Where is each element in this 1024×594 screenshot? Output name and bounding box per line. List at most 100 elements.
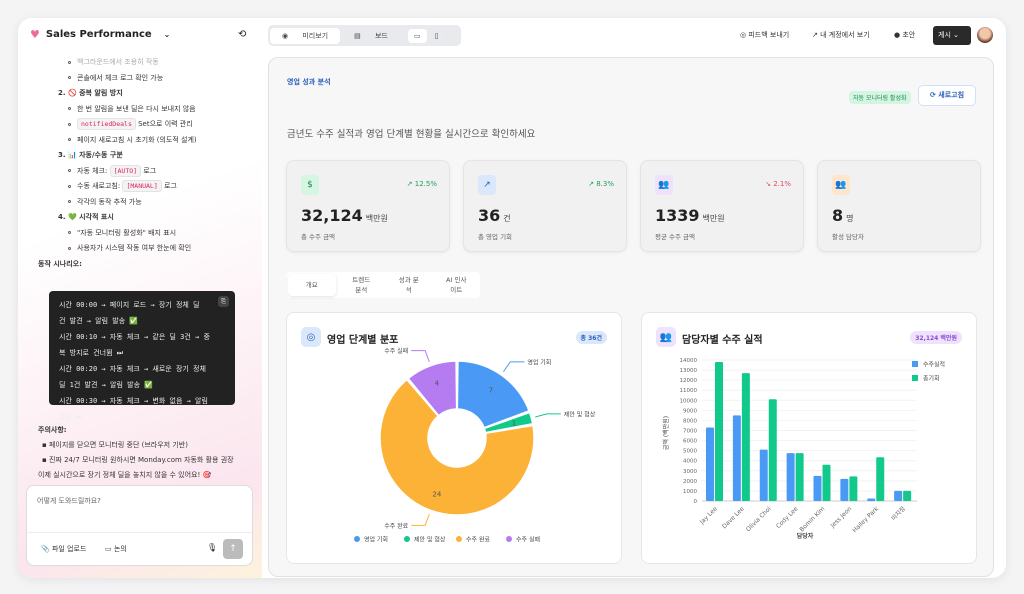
send-button[interactable]: ↑	[223, 539, 243, 559]
list-item: 수동 새로고침: [MANUAL] 로그	[68, 180, 177, 192]
legend-label: 수주실적	[923, 361, 945, 369]
code-line: 시간 00:30 → 자동 체크 → 변화 없음 → 알림	[59, 397, 208, 405]
bar-won	[786, 453, 795, 501]
message-icon: ▭	[105, 545, 112, 553]
arrow-up-icon: ↑	[229, 544, 237, 554]
bar-won	[894, 490, 903, 501]
list-item: 페이지 새로고침 시 초기화 (의도적 설계)	[68, 135, 197, 145]
y-axis-label: 금액 (백만원)	[662, 416, 670, 450]
leader-line	[503, 361, 525, 372]
preview-panel: ◉ 미리보기 ▤ 보드 ‹› 코드 ▭ ▯ ◎ 피드백 보내기 ↗ 내 계정에서…	[262, 18, 1006, 578]
dollar-icon: $	[301, 175, 319, 195]
leader-line	[411, 513, 430, 526]
inline-code: [MANUAL]	[122, 180, 162, 192]
tab-board[interactable]: ▤ 보드	[342, 28, 400, 44]
publish-button[interactable]: 게시 ⌄	[933, 26, 971, 45]
y-tick-label: 11000	[680, 388, 698, 394]
microphone-icon[interactable]: 🎙	[207, 543, 218, 552]
bar-total	[849, 476, 858, 501]
users-icon: 👥	[832, 175, 850, 195]
legend-marker	[506, 536, 512, 542]
list-heading: 2. 🚫 중복 알림 방지	[58, 89, 123, 97]
code-line: 시간 00:10 → 자동 체크 → 같은 딜 3건 → 중	[59, 333, 210, 341]
monitoring-badge: 자동 모니터링 활성화	[849, 91, 911, 104]
users-icon: 👥	[656, 327, 676, 347]
bar-won	[759, 449, 768, 501]
note-item: ▪ 페이지를 닫으면 모니터링 중단 (브라우저 기반)	[42, 441, 188, 449]
app-header[interactable]: ♥ Sales Performance ⌄	[30, 28, 170, 41]
slice-value: 4	[435, 380, 440, 388]
external-link-icon: ↗	[812, 31, 818, 39]
slice-value: 7	[489, 387, 493, 395]
tab-1[interactable]: 트렌드 분석	[352, 276, 371, 294]
x-tick-label: Hailey Park	[851, 505, 880, 534]
y-tick-label: 0	[694, 499, 698, 505]
kpi-label: 총 영업 기회	[478, 233, 513, 241]
y-tick-label: 2000	[683, 479, 697, 485]
section-title: 영업 성과 분석	[287, 78, 331, 86]
inline-code: notifiedDeals	[77, 118, 136, 130]
page-subtitle: 금년도 수주 실적과 영업 단계별 현황을 실시간으로 확인하세요	[287, 129, 536, 140]
open-account-button[interactable]: ↗ 내 계정에서 보기	[812, 31, 870, 39]
y-tick-label: 12000	[680, 378, 698, 384]
users-icon: 👥	[655, 175, 673, 195]
legend-marker	[912, 361, 918, 367]
app-window: ♥ Sales Performance ⌄ ⟲ 백그라운드에서 조용히 작동 콘솔…	[18, 18, 1006, 578]
bar-won	[732, 415, 741, 501]
draft-status: ● 초안	[894, 31, 916, 39]
desktop-icon[interactable]: ▭	[408, 28, 427, 43]
leader-line	[411, 350, 430, 363]
bar-total	[741, 373, 750, 501]
x-tick-label: Cody Lee	[775, 505, 800, 530]
kpi-value: 36 건	[478, 206, 511, 225]
donut-slice	[379, 378, 535, 516]
bar-total	[822, 464, 831, 501]
x-tick-label: Dave Lee	[721, 505, 746, 530]
slice-label: 수주 실패	[384, 347, 408, 355]
x-tick-label: Jay Lee	[698, 505, 719, 526]
kpi-label: 활성 담당자	[832, 233, 864, 241]
list-item: 각각의 동작 추적 가능	[68, 197, 142, 207]
y-tick-label: 5000	[683, 449, 697, 455]
feedback-button[interactable]: ◎ 피드백 보내기	[740, 31, 790, 39]
section-label: 동작 시나리오:	[38, 259, 82, 268]
upload-button[interactable]: 📎 파일 업로드	[41, 545, 87, 553]
y-tick-label: 6000	[683, 439, 697, 445]
history-icon[interactable]: ⟲	[238, 29, 247, 40]
legend-label: 영업 기회	[364, 536, 388, 544]
refresh-button[interactable]: ⟳ 새로고침	[918, 85, 976, 106]
chat-input[interactable]: 어떻게 도와드릴까요?	[37, 497, 101, 505]
trend-indicator: ↗ 8.3%	[588, 180, 614, 188]
copy-icon[interactable]: ⎘	[218, 296, 229, 307]
y-tick-label: 1000	[683, 489, 697, 495]
bar-total	[876, 457, 885, 501]
trend-indicator: ↗ 12.5%	[406, 180, 437, 188]
legend-marker	[456, 536, 462, 542]
slice-label: 영업 기회	[527, 358, 551, 366]
list-item: 사용자가 시스템 작동 여부 한눈에 확인	[68, 243, 191, 253]
tab-0[interactable]: 개요	[288, 274, 336, 296]
chevron-down-icon[interactable]: ⌄	[163, 30, 171, 39]
list-item: 한 번 알림을 보낸 딜은 다시 보내지 않음	[68, 104, 196, 114]
list-item: "자동 모니터링 활성화" 배지 표시	[68, 228, 176, 238]
code-line: 없음 ⏭	[59, 413, 83, 421]
slice-label: 수주 완료	[384, 522, 408, 530]
inline-code: [AUTO]	[109, 164, 142, 177]
kpi-card: ↗ ↗ 8.3% 36 건 총 영업 기회	[463, 160, 627, 252]
mobile-icon[interactable]: ▯	[434, 31, 439, 40]
y-tick-label: 13000	[680, 368, 698, 374]
count-badge: 총 36건	[575, 331, 607, 344]
stage-distribution-card: ◎ 영업 단계별 분포 총 36건 7 영업 기회 1 제안 및 협상 24 수주 완료 4…	[286, 312, 622, 564]
dashboard: 영업 성과 분석 자동 모니터링 활성화 ⟳ 새로고침 금년도 수주 실적과 영…	[268, 57, 994, 577]
tab-3[interactable]: AI 인사 이트	[446, 276, 467, 294]
x-tick-label: Bomin Kim	[798, 505, 826, 533]
tab-preview[interactable]: ◉ 미리보기	[270, 27, 341, 44]
list-item: 백그라운드에서 조용히 작동	[68, 57, 159, 67]
avatar[interactable]	[977, 27, 993, 43]
y-tick-label: 8000	[683, 418, 697, 424]
discuss-button[interactable]: ▭ 논의	[105, 545, 127, 553]
heart-logo-icon: ♥	[30, 28, 40, 41]
y-tick-label: 4000	[683, 459, 697, 465]
